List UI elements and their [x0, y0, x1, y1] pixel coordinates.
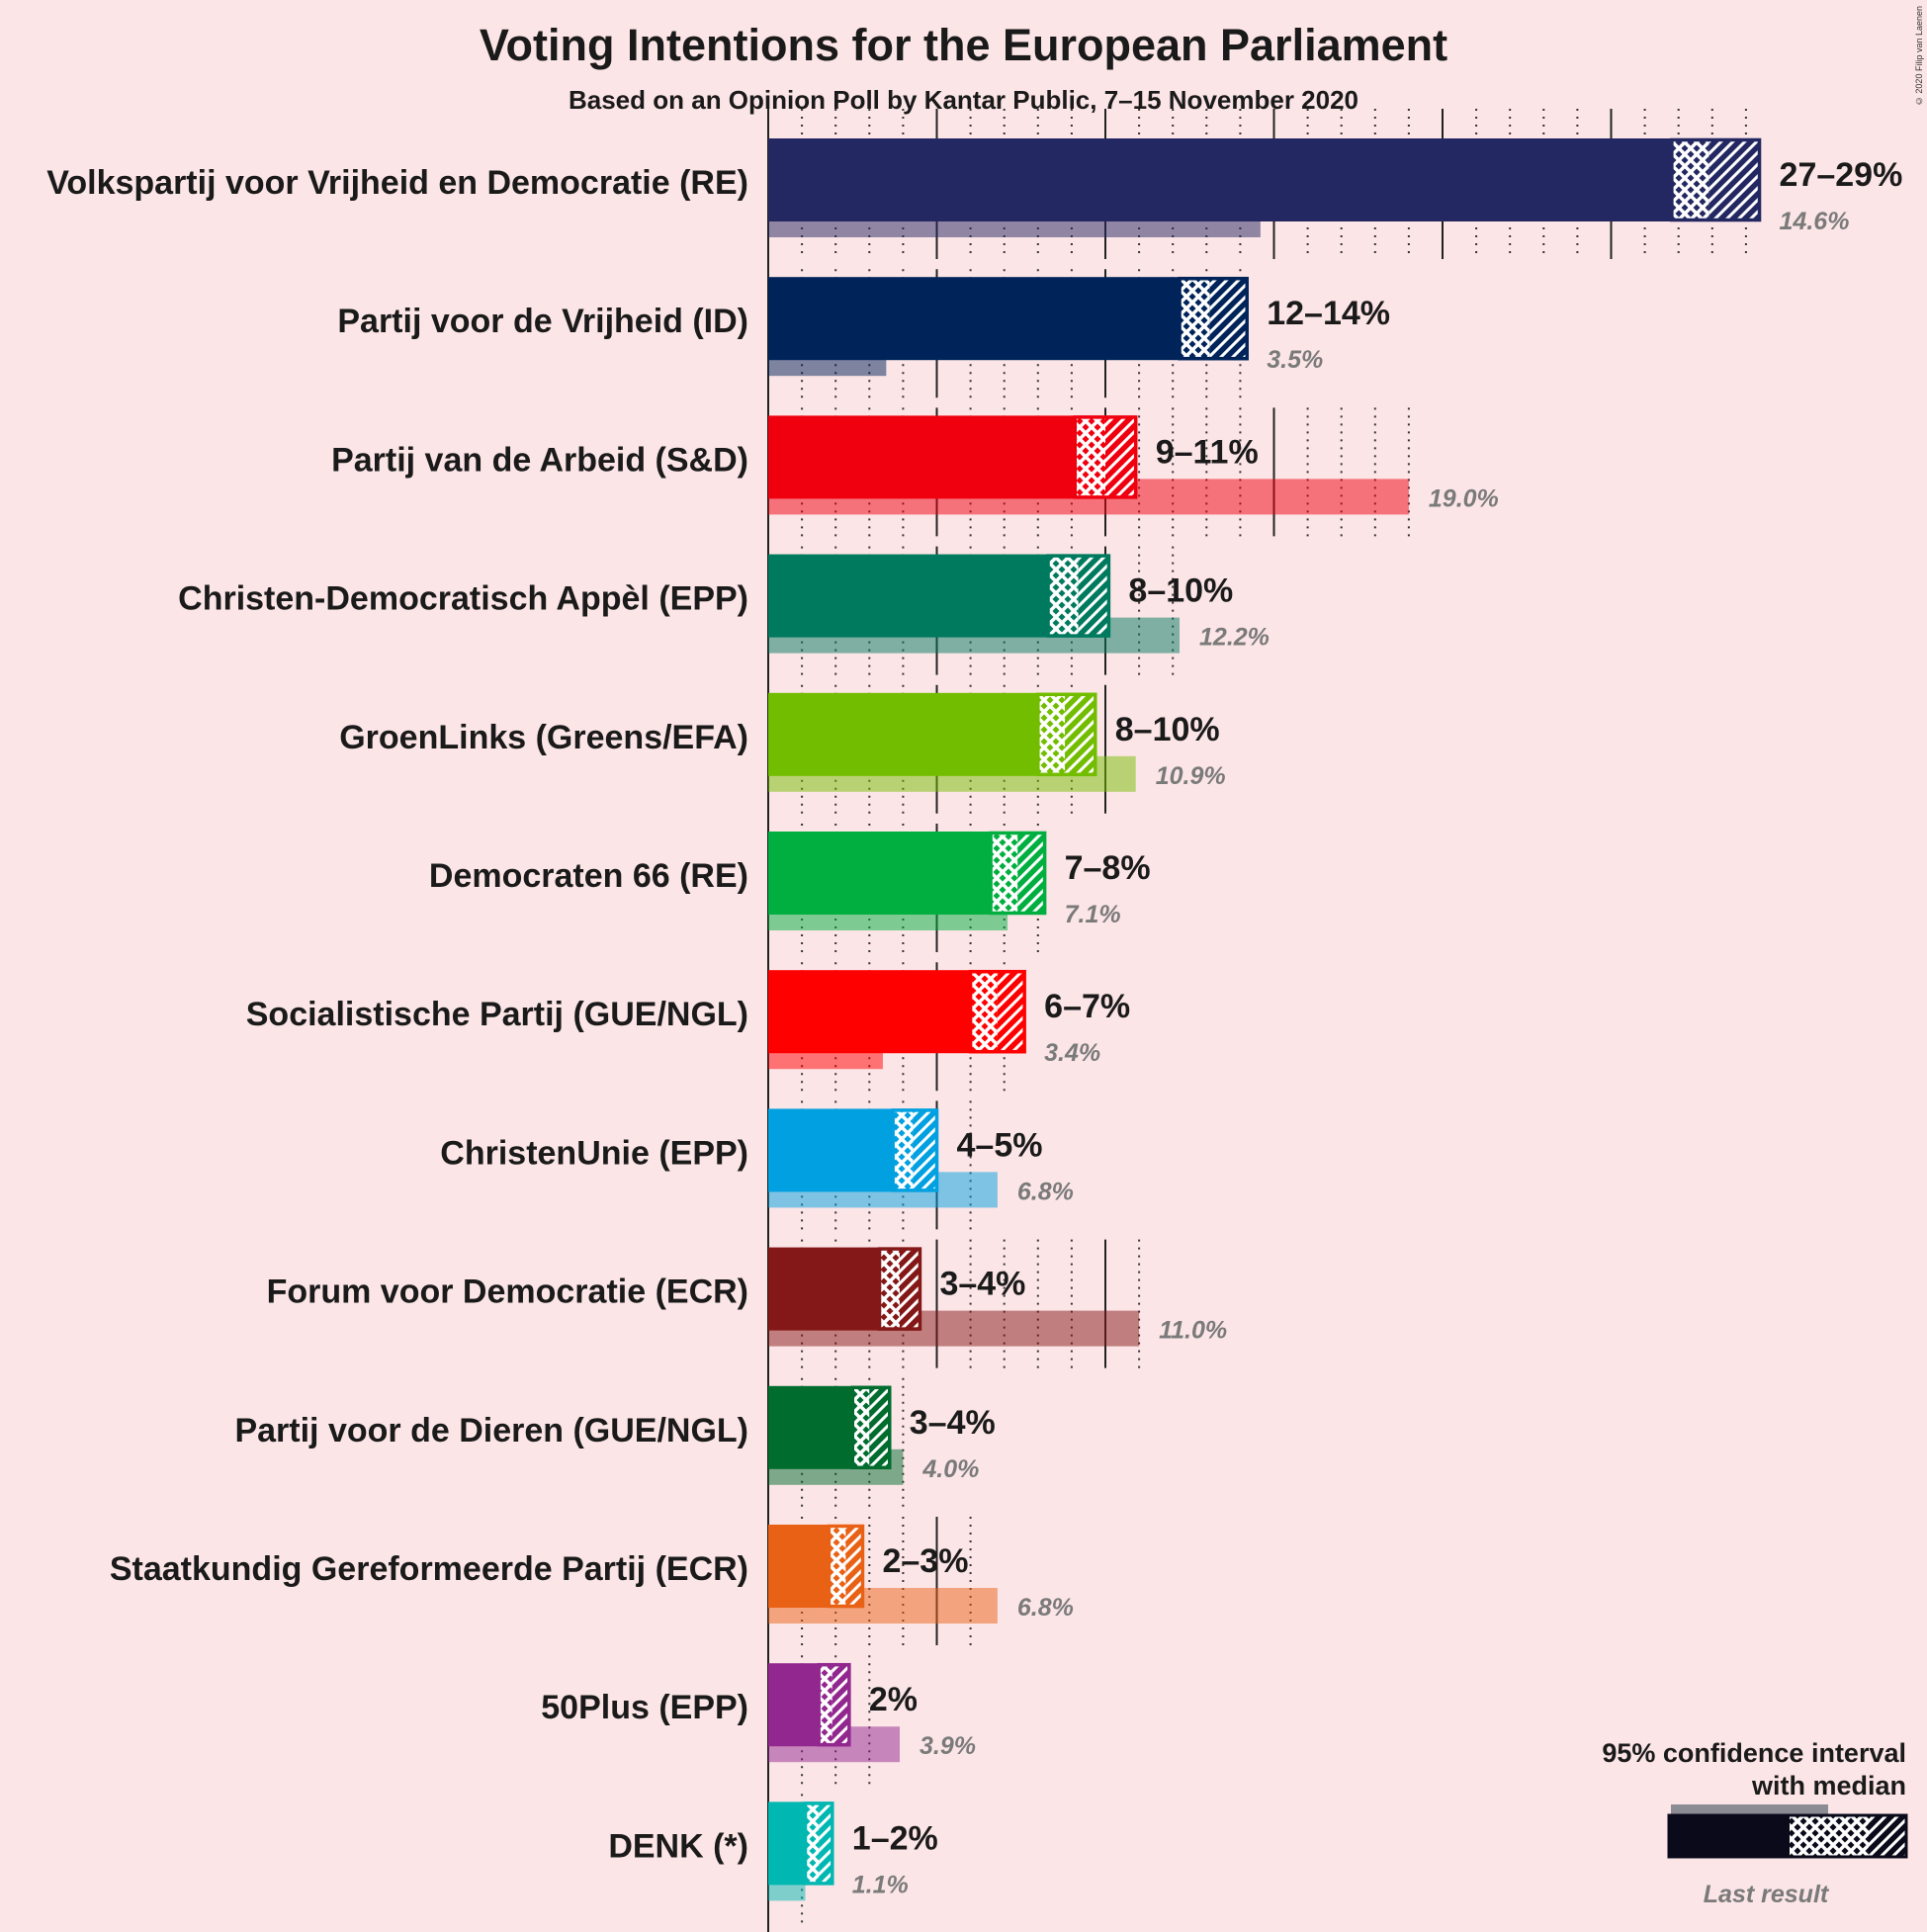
party-row: Christen-Democratisch Appèl (EPP) 8–10% 12…	[178, 554, 1270, 654]
last-result-label: 14.6%	[1780, 208, 1850, 235]
last-result-label: 3.9%	[920, 1732, 976, 1760]
range-label: 27–29%	[1780, 156, 1903, 194]
party-bars: Volkspartij voor Vrijheid en Democratie …	[46, 137, 1903, 1901]
party-label: Volkspartij voor Vrijheid en Democratie …	[46, 164, 748, 202]
ci-outline	[850, 1385, 892, 1470]
range-label: 4–5%	[957, 1126, 1043, 1164]
ci-bar-solid	[768, 1663, 820, 1747]
party-label: DENK (*)	[608, 1827, 748, 1865]
ci-bar-solid	[768, 1385, 853, 1469]
party-label: Partij voor de Dieren (GUE/NGL)	[234, 1412, 748, 1449]
ci-outline	[1670, 137, 1762, 222]
range-label: 2–3%	[882, 1542, 968, 1580]
party-row: Socialistische Partij (GUE/NGL) 6–7% 3.4%	[246, 969, 1130, 1070]
party-label: Forum voor Democratie (ECR)	[267, 1273, 748, 1311]
party-row: Volkspartij voor Vrijheid en Democratie …	[46, 137, 1903, 237]
party-row: Staatkundig Gereformeerde Partij (ECR) 2–…	[110, 1524, 1074, 1624]
legend-ci-solid	[1669, 1815, 1790, 1857]
range-label: 3–4%	[910, 1404, 996, 1442]
last-result-label: 10.9%	[1156, 762, 1226, 790]
party-row: ChristenUnie (EPP) 4–5% 6.8%	[440, 1108, 1074, 1208]
range-label: 2%	[869, 1681, 918, 1718]
last-result-label: 3.4%	[1044, 1039, 1100, 1067]
party-row: Partij voor de Vrijheid (ID) 12–14% 3.5%	[337, 276, 1390, 377]
ci-bar-solid	[768, 277, 1181, 361]
legend-last-result: Last result	[1704, 1881, 1830, 1908]
last-result-label: 6.8%	[1017, 1178, 1074, 1205]
party-label: Christen-Democratisch Appèl (EPP)	[178, 580, 748, 618]
party-row: GroenLinks (Greens/EFA) 8–10% 10.9%	[339, 692, 1226, 792]
last-result-label: 1.1%	[852, 1871, 909, 1898]
party-label: Partij voor de Vrijheid (ID)	[337, 303, 748, 340]
party-row: DENK (*) 1–2% 1.1%	[608, 1801, 938, 1901]
ci-outline	[803, 1801, 834, 1886]
ci-bar-solid	[768, 832, 992, 915]
chart-title: Voting Intentions for the European Parli…	[479, 20, 1448, 70]
last-result-label: 3.5%	[1267, 346, 1323, 374]
party-row: Partij van de Arbeid (S&D) 9–11% 19.0%	[331, 415, 1499, 515]
ci-bar-solid	[768, 138, 1672, 221]
ci-bar-solid	[768, 1525, 830, 1608]
last-result-label: 7.1%	[1065, 901, 1121, 928]
range-label: 8–10%	[1128, 572, 1233, 610]
party-label: Partij van de Arbeid (S&D)	[331, 441, 748, 479]
ci-outline	[1178, 276, 1249, 361]
ci-outline	[891, 1108, 939, 1192]
party-label: Democraten 66 (RE)	[429, 857, 748, 895]
ci-outline	[1036, 692, 1097, 777]
ci-bar-solid	[768, 692, 1038, 776]
last-result-label: 11.0%	[1159, 1317, 1227, 1345]
party-label: Staatkundig Gereformeerde Partij (ECR)	[110, 1550, 748, 1588]
last-result-label: 4.0%	[921, 1455, 979, 1483]
range-label: 6–7%	[1044, 988, 1130, 1025]
ci-bar-solid	[768, 1247, 880, 1331]
ci-bar-solid	[768, 1108, 894, 1192]
party-row: Partij voor de Dieren (GUE/NGL) 3–4% 4.0%	[234, 1385, 996, 1485]
ci-bar-solid	[768, 554, 1049, 638]
party-row: Democraten 66 (RE) 7–8% 7.1%	[429, 831, 1151, 930]
party-label: Socialistische Partij (GUE/NGL)	[246, 996, 748, 1033]
range-label: 3–4%	[939, 1266, 1025, 1303]
ci-bar-solid	[768, 1801, 806, 1886]
range-label: 12–14%	[1267, 295, 1390, 332]
legend-line1: 95% confidence interval	[1602, 1738, 1906, 1768]
ci-outline	[989, 831, 1047, 916]
party-label: GroenLinks (Greens/EFA)	[339, 719, 748, 756]
legend: 95% confidence interval with median Last…	[1602, 1738, 1908, 1908]
ci-outline	[877, 1247, 922, 1331]
range-label: 9–11%	[1156, 433, 1259, 471]
ci-outline	[1046, 554, 1111, 638]
last-result-label: 19.0%	[1429, 484, 1499, 512]
party-row: 50Plus (EPP) 2%3.9%	[541, 1662, 976, 1763]
ci-outline	[968, 969, 1026, 1054]
last-result-label: 12.2%	[1199, 624, 1270, 652]
party-row: Forum voor Democratie (ECR) 3–4% 11.0%	[267, 1247, 1227, 1347]
ci-bar-solid	[768, 415, 1076, 499]
range-label: 8–10%	[1115, 711, 1220, 748]
party-label: 50Plus (EPP)	[541, 1689, 748, 1726]
range-label: 7–8%	[1065, 849, 1151, 887]
legend-line2: with median	[1751, 1771, 1906, 1800]
last-result-label: 6.8%	[1017, 1594, 1074, 1622]
ci-outline	[1073, 415, 1138, 499]
party-label: ChristenUnie (EPP)	[440, 1134, 748, 1172]
range-label: 1–2%	[852, 1819, 938, 1857]
ci-bar-solid	[768, 970, 971, 1054]
ci-outline	[827, 1524, 865, 1609]
ci-outline	[817, 1662, 851, 1747]
chart-subtitle: Based on an Opinion Poll by Kantar Publi…	[568, 85, 1359, 115]
